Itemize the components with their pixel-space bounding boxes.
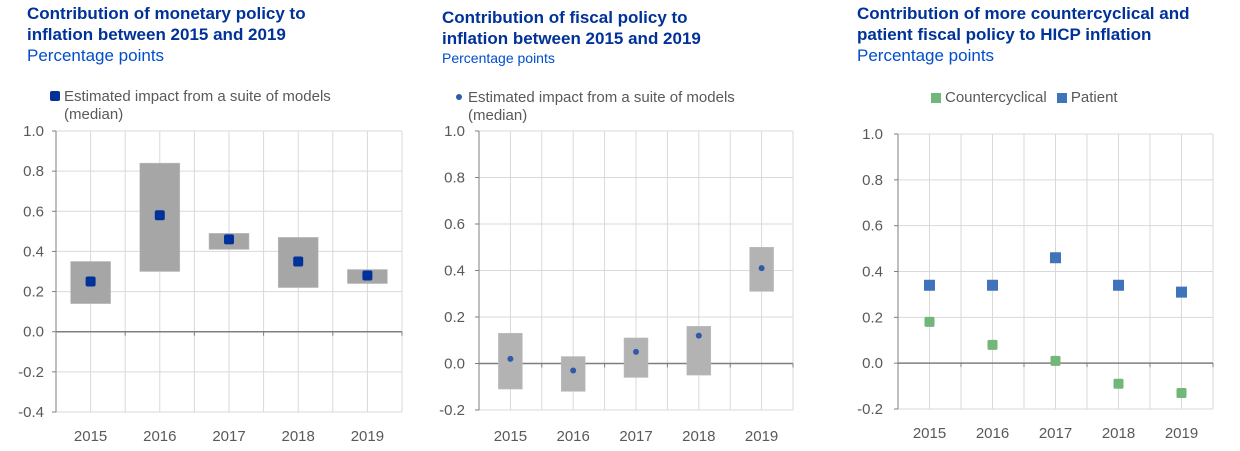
patient-point xyxy=(1176,286,1187,298)
x-tick-label: 2016 xyxy=(976,425,1009,442)
median-point xyxy=(507,355,514,362)
countercyclical-point xyxy=(1050,355,1061,366)
y-tick-label: 0.0 xyxy=(862,355,883,372)
y-tick-label: -0.2 xyxy=(857,401,883,418)
y-tick-label: 0.8 xyxy=(444,170,465,187)
chart-subtitle: Percentage points xyxy=(857,46,995,65)
chart-subtitle: Percentage points xyxy=(442,50,555,66)
median-point xyxy=(362,270,373,281)
countercyclical-point xyxy=(1113,378,1124,389)
chart-title: Contribution of more countercyclical and… xyxy=(857,4,1190,44)
y-tick-label: 0.4 xyxy=(23,243,44,260)
x-tick-label: 2017 xyxy=(212,428,245,445)
chart-plot: -0.2 0.0 0.2 0.4 0.6 0.8 1.0 2015 2016 2017 2018 20… xyxy=(857,126,1214,442)
chart-panel-monetary: Contribution of monetary policy to infla… xyxy=(0,0,420,451)
median-point xyxy=(224,234,234,245)
y-tick-label: 0.4 xyxy=(862,264,883,281)
x-tick-label: 2017 xyxy=(1039,425,1072,442)
y-tick-label: 1.0 xyxy=(444,123,465,140)
legend-item-countercyclical: Countercyclical xyxy=(931,89,1047,107)
x-tick-label: 2016 xyxy=(557,428,590,445)
x-tick-label: 2016 xyxy=(143,428,176,445)
y-tick-label: 0.2 xyxy=(444,309,465,326)
chart-panel-countercyclical-patient: Contribution of more countercyclical and… xyxy=(840,0,1240,451)
x-tick-label: 2018 xyxy=(682,428,715,445)
x-tick-label: 2015 xyxy=(74,428,107,445)
chart-subtitle: Percentage points xyxy=(27,46,165,65)
median-point xyxy=(570,367,577,374)
x-tick-label: 2017 xyxy=(619,428,652,445)
y-tick-label: 0.8 xyxy=(23,163,44,180)
legend-marker-square xyxy=(50,91,60,101)
legend-item-patient: Patient xyxy=(1056,89,1118,107)
legend-item-median: Estimated impact from a suite of models … xyxy=(456,89,735,125)
chart-legend: Estimated impact from a suite of models … xyxy=(50,88,337,124)
legend-label: Patient xyxy=(1070,89,1118,106)
patient-point xyxy=(1113,279,1124,291)
x-tick-label: 2015 xyxy=(494,428,527,445)
chart-plot: -0.4 -0.2 0.0 0.2 0.4 0.6 0.8 1.0 2015 2016 2017 20… xyxy=(18,123,403,445)
legend-label: Countercyclical xyxy=(945,89,1047,106)
chart-plot: -0.2 0.0 0.2 0.4 0.6 0.8 1.0 2015 2016 2017 2018 20… xyxy=(439,123,794,445)
countercyclical-point xyxy=(1176,387,1187,398)
y-tick-label: 0.2 xyxy=(23,284,44,301)
countercyclical-point xyxy=(987,339,998,350)
chart-legend: Estimated impact from a suite of models … xyxy=(456,87,741,125)
y-tick-label: 0.8 xyxy=(862,172,883,189)
x-tick-label: 2019 xyxy=(351,428,384,445)
x-tick-label: 2019 xyxy=(745,428,778,445)
chart-legend: Countercyclical Patient xyxy=(931,89,1124,108)
legend-marker-square xyxy=(1056,93,1067,103)
median-point xyxy=(293,256,304,267)
countercyclical-point xyxy=(924,316,935,327)
median-point xyxy=(633,348,639,355)
median-point xyxy=(695,332,702,339)
median-point xyxy=(85,276,96,287)
y-tick-label: 0.0 xyxy=(444,356,465,373)
patient-point xyxy=(987,279,998,291)
chart-title: Contribution of fiscal policy to inflati… xyxy=(442,8,701,48)
range-box xyxy=(560,356,586,392)
y-tick-label: 0.2 xyxy=(862,309,883,326)
y-tick-label: -0.2 xyxy=(18,364,44,381)
range-box xyxy=(623,337,649,378)
median-point xyxy=(154,210,165,221)
y-tick-label: 0.6 xyxy=(23,203,44,220)
median-point xyxy=(758,265,765,272)
x-tick-label: 2015 xyxy=(913,425,946,442)
y-tick-label: 0.0 xyxy=(23,324,44,341)
x-tick-label: 2018 xyxy=(282,428,315,445)
legend-item-median: Estimated impact from a suite of models … xyxy=(50,88,331,124)
chart-panel-fiscal: Contribution of fiscal policy to inflati… xyxy=(420,0,840,451)
y-tick-label: -0.2 xyxy=(439,402,465,419)
x-tick-label: 2019 xyxy=(1165,425,1198,442)
legend-marker-dot xyxy=(456,94,462,100)
y-tick-label: -0.4 xyxy=(18,404,44,421)
y-tick-label: 0.6 xyxy=(862,218,883,235)
patient-point xyxy=(1050,252,1061,264)
x-tick-label: 2018 xyxy=(1102,425,1135,442)
y-tick-label: 0.4 xyxy=(444,263,465,280)
legend-marker-square xyxy=(931,93,941,103)
legend-label: Estimated impact from a suite of models … xyxy=(468,89,735,124)
y-tick-label: 1.0 xyxy=(862,126,883,143)
y-tick-label: 1.0 xyxy=(23,123,44,140)
legend-label: Estimated impact from a suite of models … xyxy=(64,88,331,123)
chart-title: Contribution of monetary policy to infla… xyxy=(27,4,306,44)
y-tick-label: 0.6 xyxy=(444,216,465,233)
patient-point xyxy=(924,279,935,291)
